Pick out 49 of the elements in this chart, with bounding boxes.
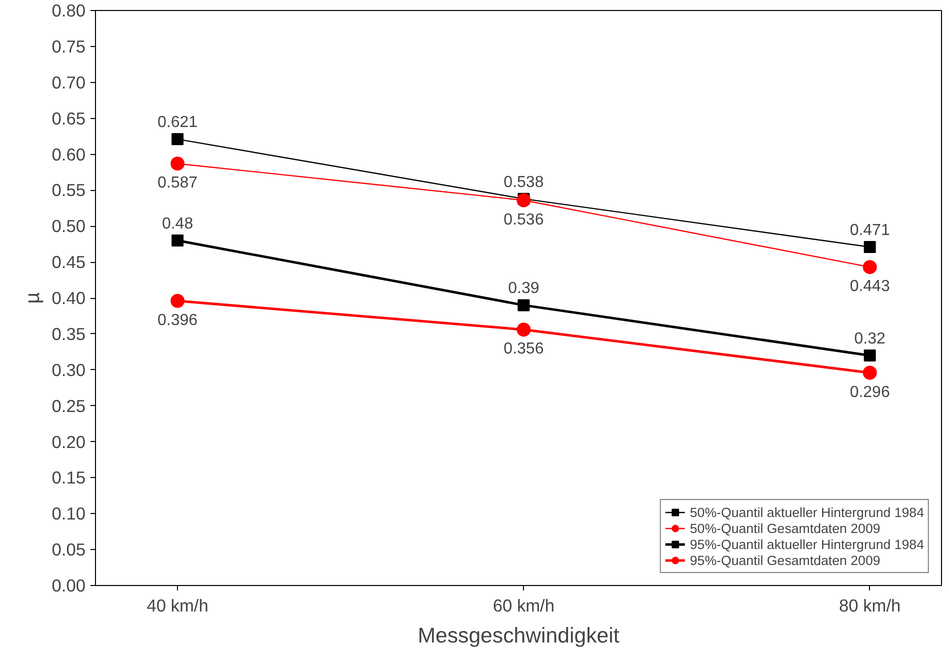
y-tick-label: 0.60 [52,144,86,164]
x-axis-title: Messgeschwindigkeit [418,624,620,648]
y-tick-label: 0.15 [52,468,86,488]
point [170,156,185,171]
y-tick-label: 0.50 [52,216,86,236]
point [516,193,531,208]
y-tick-label: 0.80 [52,0,86,20]
data-label: 0.471 [850,222,890,239]
x-tick-label: 80 km/h [839,596,901,616]
point [172,133,184,146]
data-label: 0.39 [508,280,540,298]
point [864,350,876,362]
y-tick-label: 0.65 [52,108,86,128]
point [862,260,877,274]
data-label: 0.356 [504,340,544,358]
y-tick-label: 0.20 [52,432,86,452]
y-tick-label: 0.45 [52,252,86,272]
data-label: 0.587 [158,174,198,192]
data-label: 0.538 [504,174,544,191]
data-label: 0.48 [162,216,194,232]
y-axis-title: µ [22,292,44,304]
y-tick-label: 0.70 [52,72,86,92]
legend-label: 95%-Quantil Gesamtdaten 2009 [690,552,880,568]
point [862,366,877,380]
y-tick-label: 0.05 [52,540,86,560]
point [170,294,185,308]
data-label: 0.296 [850,384,890,401]
data-label: 0.443 [850,278,890,296]
y-tick-label: 0.00 [52,576,86,596]
data-label: 0.32 [854,330,886,348]
y-tick-label: 0.10 [52,504,86,524]
y-tick-label: 0.35 [52,324,86,344]
y-tick-label: 0.25 [52,396,86,416]
legend-label: 50%-Quantil aktueller Hintergrund 1984 [690,504,924,520]
x-tick-label: 40 km/h [146,596,208,616]
point [518,299,530,312]
y-tick-label: 0.55 [52,180,86,200]
data-label: 0.621 [158,114,198,132]
point [864,240,876,253]
y-tick-label: 0.75 [52,36,86,56]
x-tick-label: 60 km/h [492,596,555,616]
legend-label: 50%-Quantil Gesamtdaten 2009 [690,520,880,536]
legend-label: 95%-Quantil aktueller Hintergrund 1984 [690,536,924,552]
y-tick-label: 0.40 [52,288,86,308]
data-label: 0.536 [504,211,544,228]
data-label: 0.396 [158,312,198,329]
y-tick-label: 0.30 [52,360,86,380]
point [172,234,184,246]
point [516,322,531,337]
